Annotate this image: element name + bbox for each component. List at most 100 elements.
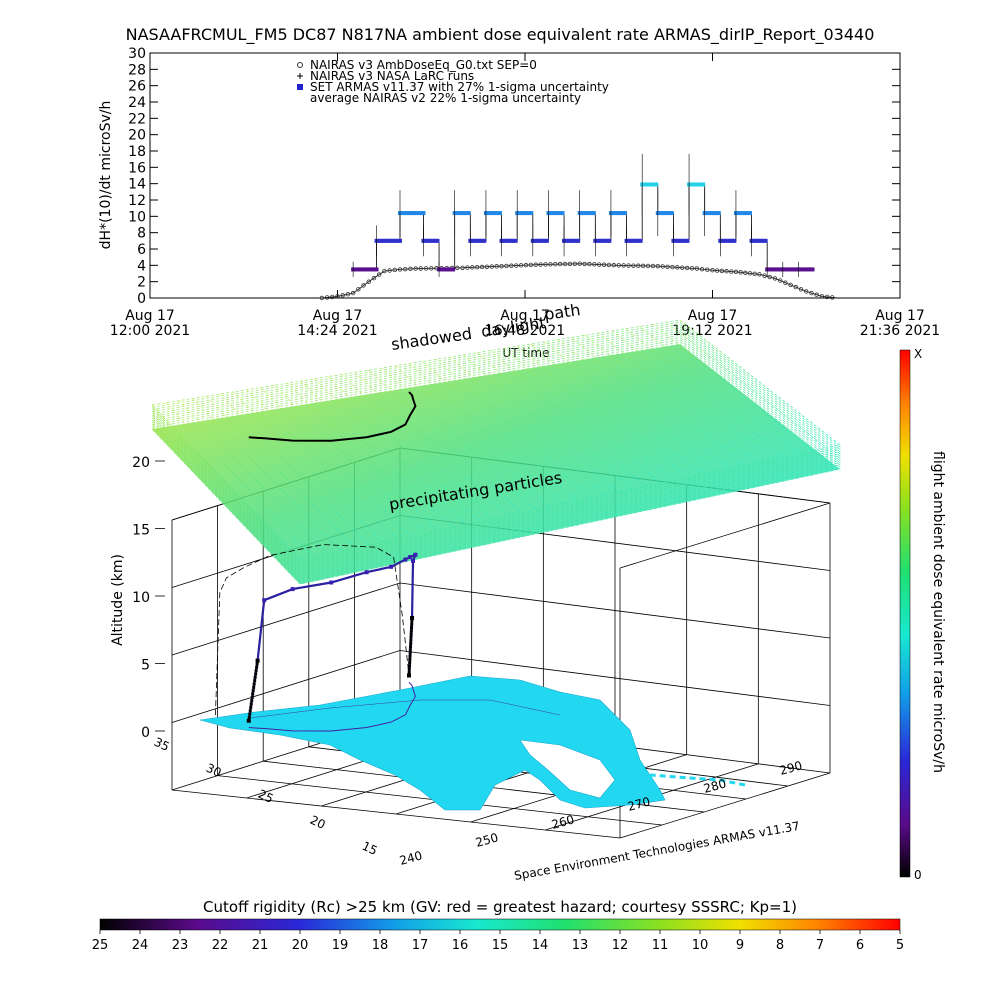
sheet-hatch [165, 402, 315, 558]
armas-point [785, 267, 790, 272]
armas-point [535, 238, 540, 243]
armas-point [623, 211, 627, 216]
armas-point [374, 267, 379, 272]
armas-point [464, 211, 469, 216]
3d-zlabel: Altitude (km) [110, 554, 126, 646]
armas-point [678, 238, 683, 243]
armas-point [372, 267, 377, 272]
armas-point [423, 238, 428, 243]
flight-track-point [329, 580, 334, 585]
nairas-g0-point [675, 265, 680, 270]
nairas-g0-point [757, 272, 762, 277]
armas-point [626, 238, 631, 243]
nairas-g0-point [705, 267, 710, 272]
armas-point [435, 238, 440, 243]
sheet-hatch [571, 337, 730, 469]
armas-point [455, 211, 460, 216]
y-tick-label: 10 [128, 209, 146, 225]
z-tick-label: 20 [132, 455, 150, 471]
x-tick-label-time: 16:48 2021 [485, 323, 565, 339]
top-edge-right [619, 502, 831, 569]
armas-point [738, 211, 743, 216]
armas-point [495, 211, 500, 216]
legend-label: SET ARMAS v11.37 with 27% 1-sigma uncert… [310, 80, 609, 94]
nairas-g0-point [504, 263, 509, 269]
armas-point [709, 211, 714, 216]
ascent-descent-point [408, 651, 412, 655]
armas-point [633, 238, 638, 243]
armas-point [446, 267, 451, 272]
armas-point [740, 211, 745, 216]
flight-track-point [290, 587, 295, 592]
armas-point [490, 211, 495, 216]
sheet-hatch [625, 328, 785, 458]
armas-point [360, 267, 365, 272]
flight-track-point [411, 558, 416, 563]
nairas-g0-point [494, 264, 499, 269]
nairas-g0-point [548, 262, 553, 267]
flight-track-wall-projection [215, 544, 410, 716]
nairas-g0-point [724, 269, 729, 274]
nairas-g0-point [514, 263, 519, 268]
nairas-g0-point [429, 266, 434, 271]
nairas-g0-point [484, 264, 490, 269]
armas-point [649, 182, 654, 187]
lat-tick-label: 15 [360, 839, 380, 858]
armas-point [707, 211, 712, 216]
armas-point [355, 267, 360, 272]
armas-point [680, 238, 685, 243]
armas-point [758, 238, 763, 243]
cutoff-tick-label: 14 [532, 938, 549, 953]
armas-point [613, 211, 618, 216]
nairas-g0-point [747, 271, 753, 276]
armas-point [629, 238, 634, 243]
armas-point [548, 211, 553, 216]
armas-point [383, 238, 388, 243]
armas-point [353, 267, 358, 272]
nairas-g0-point [582, 261, 587, 267]
armas-point [654, 182, 659, 187]
armas-point [584, 211, 589, 216]
gulf-water [519, 739, 616, 799]
nairas-g0-point [680, 265, 685, 270]
armas-point [470, 238, 475, 243]
armas-point [611, 211, 616, 216]
armas-point [642, 182, 647, 187]
ascent-descent-point [408, 654, 412, 658]
cutoff-tick-label: 6 [856, 938, 864, 953]
ascent-descent-point [409, 638, 413, 642]
armas-point [405, 211, 410, 216]
armas-point [618, 211, 623, 216]
nairas-g0-point [413, 266, 418, 271]
cutoff-bar-label: Cutoff rigidity (Rc) >25 km (GV: red = g… [203, 898, 797, 916]
armas-point [787, 267, 792, 272]
armas-point [482, 238, 487, 243]
armas-point [501, 238, 506, 243]
nairas-g0-point [824, 294, 830, 300]
armas-point [691, 182, 696, 187]
x-tick-label-date: Aug 17 [313, 308, 363, 324]
armas-point [810, 267, 815, 272]
sheet-hatch [585, 335, 744, 466]
sheet-hatch [517, 345, 675, 481]
sheet-hatch [178, 400, 328, 555]
nairas-g0-point [587, 261, 592, 267]
armas-point [477, 238, 482, 243]
y-tick-label: 14 [128, 177, 146, 193]
lon-tick-label: 270 [626, 794, 652, 813]
armas-point [524, 211, 529, 216]
armas-point [580, 211, 585, 216]
armas-point [506, 238, 511, 243]
nairas-g0-point [356, 287, 361, 292]
ascent-descent-point [249, 702, 253, 706]
y-tick-label: 24 [128, 95, 146, 111]
armas-point [638, 238, 643, 243]
armas-point [748, 211, 752, 216]
cutoff-tick-label: 9 [736, 938, 744, 953]
armas-point [402, 211, 407, 216]
ascent-descent-point [409, 632, 413, 636]
y-tick-label: 4 [137, 258, 146, 274]
armas-point [564, 238, 569, 243]
armas-point [631, 238, 636, 243]
y-tick-label: 22 [128, 111, 146, 127]
